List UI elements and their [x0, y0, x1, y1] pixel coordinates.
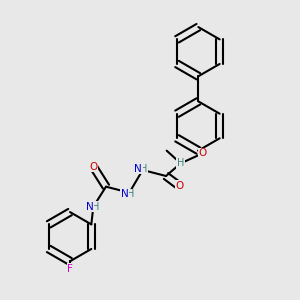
- Text: N: N: [86, 202, 94, 212]
- Text: O: O: [175, 181, 184, 191]
- Text: H: H: [140, 164, 148, 173]
- Text: H: H: [127, 189, 134, 199]
- Text: O: O: [89, 162, 98, 172]
- Text: H: H: [92, 202, 99, 212]
- Text: H: H: [177, 158, 184, 168]
- Text: O: O: [199, 148, 207, 158]
- Text: N: N: [121, 189, 129, 199]
- Text: N: N: [134, 164, 142, 173]
- Text: F: F: [67, 264, 73, 274]
